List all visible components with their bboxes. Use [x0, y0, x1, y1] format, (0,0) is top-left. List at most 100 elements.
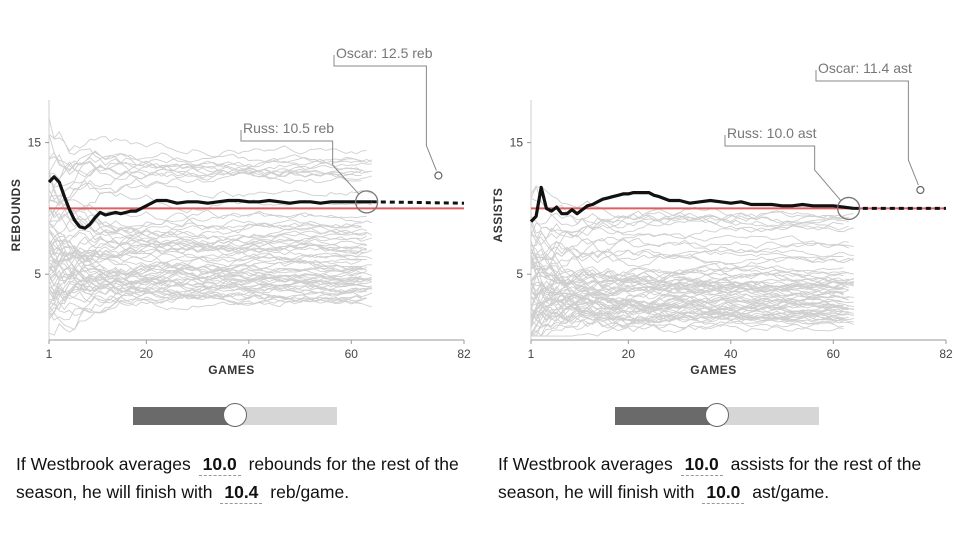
rebounds-panel: 5 15 1 20 40 60 82 GAMES REBOUNDS Russ: 10.5 reb O… — [0, 0, 471, 540]
other-player-line — [48, 239, 367, 278]
other-player-line — [48, 160, 372, 181]
assists-sentence-part2: assists for the rest of the season, he w… — [498, 454, 922, 502]
other-player-line — [48, 230, 367, 263]
x-tick-label: 20 — [622, 347, 636, 361]
other-player-line — [530, 260, 854, 312]
other-player-line — [530, 215, 844, 258]
x-tick-label: 1 — [528, 347, 535, 361]
rebounds-sentence-part1: If Westbrook averages — [16, 454, 191, 474]
y-tick-label: 5 — [516, 267, 523, 281]
assists-slider-thumb[interactable] — [705, 403, 729, 427]
other-player-line — [530, 248, 854, 289]
other-player-line — [530, 292, 844, 318]
other-player-line — [530, 280, 854, 310]
assists-chart: 5 15 1 20 40 60 82 GAMES ASSISTS Russ: 10.0 ast Os… — [491, 60, 953, 377]
other-player-line — [530, 248, 854, 270]
rebounds-input-value[interactable]: 10.0 — [198, 453, 241, 476]
assists-slider-fill — [615, 407, 717, 425]
other-player-line — [530, 296, 844, 329]
other-player-line — [530, 287, 849, 335]
other-player-line — [48, 130, 367, 158]
rebounds-slider-fill — [133, 407, 235, 425]
assists-input-value[interactable]: 10.0 — [680, 453, 723, 476]
russ-annotation-label: Russ: 10.5 reb — [243, 120, 334, 136]
other-player-line — [530, 304, 844, 337]
oscar-annotation-leader — [333, 55, 437, 171]
rebounds-slider[interactable] — [133, 403, 337, 427]
y-axis-title: ASSISTS — [491, 188, 505, 243]
other-player-line — [48, 239, 362, 275]
other-player-line — [48, 260, 367, 314]
x-tick-label: 20 — [140, 347, 154, 361]
other-player-line — [48, 281, 362, 313]
other-player-line — [530, 274, 844, 297]
y-tick-label: 5 — [34, 267, 41, 281]
rebounds-result-value: 10.4 — [220, 481, 263, 504]
other-player-line — [530, 213, 854, 236]
other-player-line — [48, 251, 367, 293]
rebounds-sentence-part2: rebounds for the rest of the season, he … — [16, 454, 459, 502]
other-player-line — [48, 233, 367, 264]
oscar-marker — [434, 171, 443, 180]
other-player-line — [530, 233, 849, 272]
other-player-line — [530, 218, 849, 284]
other-player-line — [48, 258, 367, 281]
other-player-line — [48, 278, 372, 299]
assists-result-value: 10.0 — [702, 481, 745, 504]
rebounds-sentence-part3: reb/game. — [270, 482, 350, 502]
other-player-line — [531, 322, 844, 337]
other-player-line — [530, 244, 854, 285]
other-player-line — [530, 263, 844, 307]
assists-sentence: If Westbrook averages 10.0 assists for t… — [498, 450, 958, 506]
projection-line — [371, 200, 465, 205]
oscar-marker — [916, 185, 925, 195]
y-tick-label: 15 — [510, 136, 524, 150]
other-player-line — [48, 229, 373, 269]
other-player-line — [530, 223, 849, 256]
other-player-line — [48, 242, 372, 302]
russ-season-line — [47, 175, 372, 230]
other-player-line — [530, 280, 854, 314]
other-player-line — [530, 289, 844, 328]
x-tick-label: 40 — [242, 347, 256, 361]
other-player-line — [48, 267, 362, 291]
other-player-line — [530, 222, 849, 257]
other-player-line — [48, 222, 362, 277]
russ-annotation-leader — [724, 135, 842, 201]
other-player-line — [48, 228, 367, 255]
assists-slider[interactable] — [615, 403, 819, 427]
other-player-line — [530, 313, 854, 337]
other-player-line — [48, 292, 362, 321]
other-player-line — [48, 173, 367, 241]
russ-marker — [837, 196, 861, 221]
other-player-line — [48, 247, 367, 280]
other-player-line — [48, 199, 367, 240]
x-axis-title: GAMES — [690, 363, 737, 377]
rebounds-slider-thumb[interactable] — [223, 403, 247, 427]
other-player-line — [48, 241, 367, 274]
other-player-line — [530, 273, 844, 299]
y-tick-label: 15 — [28, 136, 42, 150]
other-player-line — [48, 205, 362, 237]
other-player-line — [530, 211, 844, 246]
other-player-line — [530, 267, 844, 318]
assists-panel: 5 15 1 20 40 60 82 GAMES ASSISTS Russ: 10.0 ast Os… — [482, 0, 953, 540]
x-tick-label: 82 — [457, 347, 471, 361]
other-player-line — [48, 288, 372, 314]
x-axis-title: GAMES — [208, 363, 255, 377]
other-player-line — [530, 265, 854, 328]
rebounds-sentence: If Westbrook averages 10.0 rebounds for … — [16, 450, 476, 506]
other-player-line — [48, 209, 362, 235]
rebounds-chart: 5 15 1 20 40 60 82 GAMES REBOUNDS Russ: 10.5 reb O… — [9, 45, 471, 377]
other-player-line — [530, 291, 844, 321]
other-player-line — [48, 180, 372, 226]
assists-sentence-part1: If Westbrook averages — [498, 454, 673, 474]
other-player-line — [48, 291, 362, 316]
other-player-line — [48, 294, 372, 331]
other-player-line — [530, 236, 854, 260]
other-player-line — [48, 209, 362, 239]
assists-sentence-part3: ast/game. — [752, 482, 830, 502]
other-player-line — [530, 301, 854, 337]
russ-annotation-leader — [240, 130, 360, 195]
other-player-line — [530, 281, 849, 321]
